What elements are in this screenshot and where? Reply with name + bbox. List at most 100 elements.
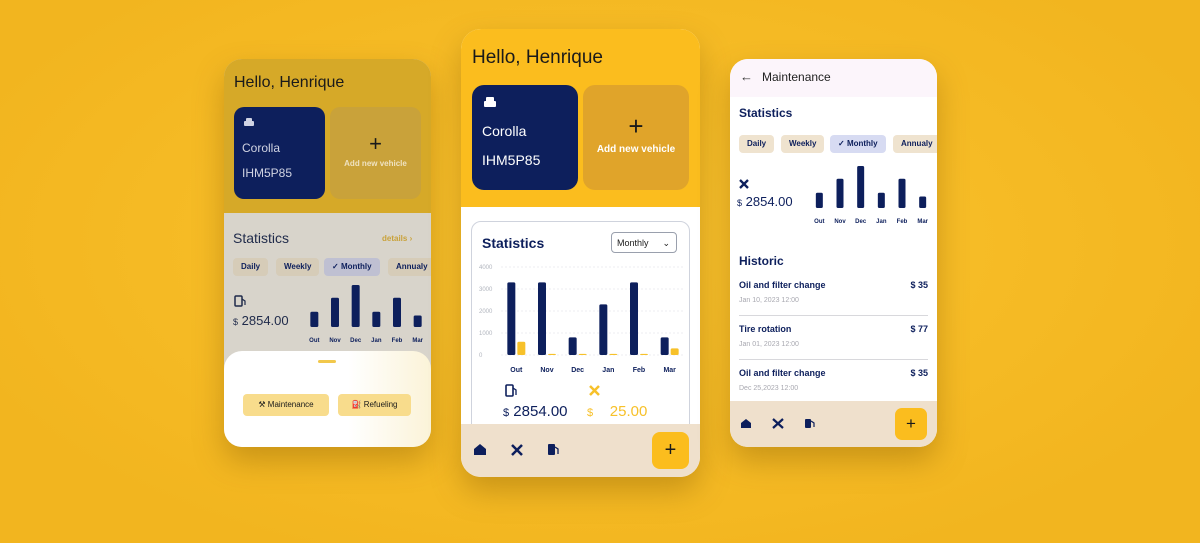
greeting: Hello, Henrique: [472, 47, 603, 68]
currency: $: [587, 407, 594, 419]
y-tick-label: 3000: [479, 287, 493, 293]
tab[interactable]: Annualy: [893, 135, 937, 153]
phone-maintenance: ← Maintenance Statistics Daily Weekly ✓ …: [730, 59, 937, 447]
amount: 25.00: [609, 403, 648, 420]
item-amount: $ 35: [910, 368, 928, 378]
item-name: Oil and filter change: [739, 280, 826, 290]
bar: [331, 297, 339, 327]
maintenance-total: $ 25.00: [587, 403, 647, 420]
statistics-title: Statistics: [482, 235, 545, 251]
tab[interactable]: Weekly: [276, 258, 320, 276]
separator: [739, 315, 928, 316]
bar: [548, 353, 556, 355]
bar: [351, 285, 360, 327]
back-button[interactable]: ←: [740, 69, 753, 84]
fuel-icon[interactable]: [547, 443, 560, 456]
x-tick-label: Mar: [917, 219, 928, 225]
tab-selected[interactable]: ✓ Monthly: [830, 135, 886, 153]
add-vehicle-card[interactable]: + Add new vehicle: [583, 85, 689, 190]
period-dropdown[interactable]: Monthly ⌄: [611, 232, 677, 253]
fuel-icon[interactable]: [804, 418, 815, 429]
maintenance-icon: [739, 179, 749, 189]
x-tick-label: Dec: [855, 219, 867, 225]
x-tick-label: Jan: [371, 338, 382, 344]
vehicle-card[interactable]: Corolla IHM5P85: [234, 107, 325, 199]
car-icon: [244, 118, 254, 126]
button-label: Refueling: [363, 400, 398, 409]
plus-icon: +: [369, 131, 382, 156]
currency: $: [503, 407, 510, 419]
separator: [739, 359, 928, 360]
item-date: Jan 01, 2023 12:00: [739, 341, 799, 348]
sheet-handle: [318, 360, 336, 363]
vehicle-name: Corolla: [242, 141, 281, 155]
tab[interactable]: Daily: [233, 258, 269, 276]
car-icon: [484, 97, 496, 107]
x-tick-label: Dec: [571, 367, 584, 374]
historic-title: Historic: [739, 254, 784, 268]
app-bar: [730, 59, 937, 97]
bar: [568, 337, 577, 355]
y-tick-label: 1000: [479, 331, 493, 337]
x-tick-label: Feb: [392, 338, 403, 344]
maintenance-button[interactable]: ⚒ Maintenance: [243, 394, 329, 416]
bar: [660, 337, 669, 355]
greeting: Hello, Henrique: [234, 74, 345, 91]
bottom-nav: +: [461, 424, 700, 477]
chevron: ⌄: [662, 238, 670, 248]
add-vehicle-label: Add new vehicle: [344, 159, 407, 168]
y-tick-label: 4000: [479, 265, 493, 271]
bar: [517, 341, 526, 355]
statistics-title: Statistics: [739, 106, 793, 120]
x-tick-label: Feb: [633, 367, 645, 374]
x-tick-label: Out: [510, 367, 523, 374]
x-tick-label: Mar: [663, 367, 676, 374]
vehicle-plate: IHM5P85: [242, 166, 293, 180]
vehicle-card[interactable]: Corolla IHM5P85: [472, 85, 578, 190]
item-amount: $ 35: [910, 280, 928, 290]
total-amount: 2854.00: [241, 313, 289, 328]
bar: [836, 178, 844, 208]
tab-selected[interactable]: ✓ Monthly: [324, 258, 380, 276]
tab[interactable]: Daily: [739, 135, 775, 153]
x-tick-label: Nov: [329, 338, 341, 344]
home-icon[interactable]: [740, 418, 752, 429]
plus-icon: +: [628, 111, 644, 141]
tab[interactable]: Weekly: [781, 135, 825, 153]
bar: [919, 196, 927, 208]
phone-home: Hello, Henrique Corolla IHM5P85 + Add ne…: [461, 29, 700, 477]
button-label: Maintenance: [267, 400, 314, 409]
tab-label: Monthly: [340, 262, 372, 271]
currency: $: [233, 317, 239, 327]
details-label: details: [382, 234, 408, 243]
home-icon[interactable]: [473, 443, 487, 456]
x-tick-label: Nov: [834, 219, 846, 225]
fuel-icon: [234, 295, 246, 307]
total-amount: 2854.00: [745, 194, 793, 209]
currency: $: [737, 198, 743, 208]
fuel-icon: [505, 384, 517, 397]
bar-chart: 0 1000 2000 3000 4000 Out Nov Dec Jan Feb Mar: [479, 265, 685, 374]
tab[interactable]: Annualy: [388, 258, 431, 276]
item-name: Tire rotation: [739, 324, 792, 334]
x-tick-label: Feb: [897, 219, 908, 225]
bar: [413, 315, 422, 327]
add-vehicle-card[interactable]: + Add new vehicle: [330, 107, 421, 199]
maintenance-icon[interactable]: [772, 418, 784, 429]
bar-chart: Out Nov Dec Jan Feb Mar: [814, 166, 929, 225]
bar: [815, 192, 823, 208]
add-button[interactable]: +: [652, 432, 689, 469]
maintenance-icon: [589, 385, 600, 396]
maintenance-icon[interactable]: [510, 443, 524, 456]
add-vehicle-label: Add new vehicle: [596, 144, 676, 155]
refueling-button[interactable]: ⛽ Refueling: [338, 394, 411, 416]
total: $ 2854.00: [737, 194, 793, 209]
add-button[interactable]: +: [895, 408, 927, 440]
period-label: Monthly: [617, 238, 649, 248]
statistics-title: Statistics: [233, 230, 290, 246]
bar: [599, 304, 608, 355]
details-link[interactable]: details ›: [382, 234, 413, 243]
item-amount: $ 77: [910, 324, 928, 334]
bar: [670, 348, 679, 355]
x-tick-label: Dec: [350, 338, 362, 344]
